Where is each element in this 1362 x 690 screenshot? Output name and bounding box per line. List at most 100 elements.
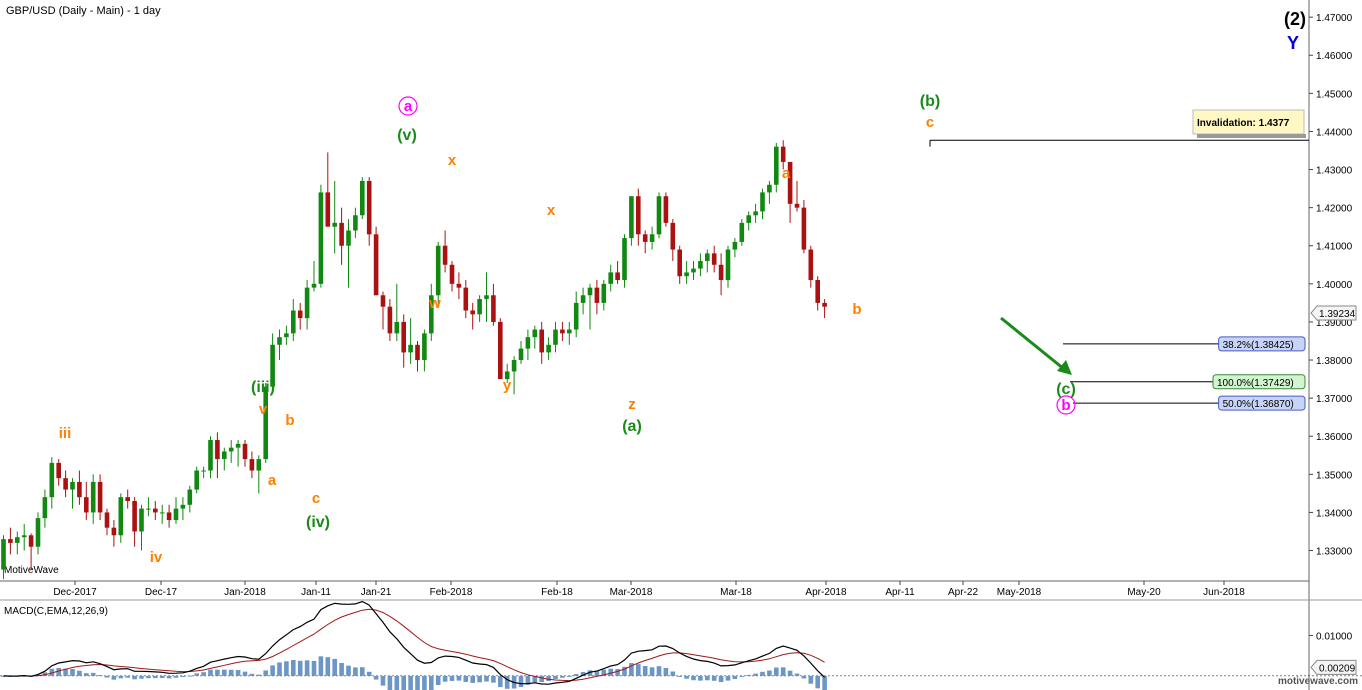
projection-arrow-shaft	[1000, 316, 1065, 371]
macd-hist-bar	[732, 675, 738, 680]
candle-down	[166, 512, 172, 521]
macd-hist-bar	[256, 674, 262, 676]
candle-down	[677, 249, 682, 277]
candle-up	[311, 283, 317, 288]
macd-hist-bar	[504, 675, 510, 689]
candle-up	[484, 295, 489, 300]
candle-down	[125, 497, 130, 501]
candle-up	[732, 241, 738, 250]
candle-up	[256, 459, 262, 471]
macd-hist-bar	[801, 675, 807, 679]
time-tick-label: Mar-2018	[610, 587, 653, 598]
macd-hist-bar	[49, 668, 55, 676]
time-tick-label: Jun-2018	[1203, 587, 1245, 598]
macd-hist-bar	[132, 675, 137, 680]
macd-hist-bar	[580, 671, 586, 676]
price-tick-label: 1.39000	[1316, 318, 1353, 329]
site-label: motivewave.com	[1277, 676, 1358, 687]
macd-hist-bar	[573, 674, 579, 676]
candle-down	[718, 264, 724, 281]
macd-hist-bar	[601, 669, 607, 676]
candle-up	[139, 508, 144, 532]
candle-down	[366, 180, 372, 235]
candle-up	[553, 329, 558, 345]
candle-up	[304, 287, 310, 319]
macd-hist-bar	[194, 673, 199, 676]
price-tick-label: 1.37000	[1316, 394, 1353, 405]
wave-label: a	[782, 165, 791, 182]
wave-label: (v)	[397, 127, 417, 144]
candle-up	[705, 253, 710, 261]
candle-down	[387, 306, 393, 334]
macd-hist-bar	[346, 665, 351, 676]
macd-hist-bar	[539, 675, 544, 682]
macd-hist-bar	[187, 675, 193, 677]
candle-down	[787, 161, 793, 204]
macd-hist-bar	[366, 671, 372, 676]
macd-hist-bar	[42, 672, 48, 676]
macd-hist-bar	[332, 658, 337, 676]
fib-label: 50.0%(1.36870)	[1223, 399, 1294, 410]
candle-up	[525, 337, 531, 349]
macd-hist-bar	[567, 675, 572, 677]
price-tick-label: 1.40000	[1316, 280, 1353, 291]
candle-down	[539, 329, 544, 353]
fib-box	[1218, 395, 1306, 411]
candle-down	[822, 302, 827, 307]
time-tick-label: Dec-17	[145, 587, 178, 598]
candle-up	[608, 272, 613, 284]
candle-up	[70, 481, 75, 490]
candle-up	[187, 489, 193, 505]
projection-arrow-head	[1057, 360, 1072, 375]
candle-down	[132, 500, 137, 532]
macd-hist-bar	[767, 670, 772, 676]
macd-hist-bar	[201, 672, 206, 676]
candle-down	[663, 196, 669, 223]
candle-down	[8, 539, 13, 543]
macd-hist-bar	[118, 675, 124, 679]
macd-current-label: 0.00209	[1319, 663, 1356, 674]
price-tick-label: 1.47000	[1316, 13, 1353, 24]
candle-up	[291, 310, 296, 334]
macd-current-box	[1310, 659, 1357, 675]
price-tick-label: 1.46000	[1316, 51, 1353, 62]
macd-hist-bar	[277, 662, 282, 676]
price-tick-label: 1.35000	[1316, 470, 1353, 481]
candle-down	[711, 253, 717, 265]
candle-down	[77, 481, 82, 498]
candle-down	[594, 287, 600, 303]
wave-label: a	[268, 472, 277, 489]
macd-hist-bar	[560, 675, 565, 678]
macd-hist-bar	[304, 660, 310, 676]
candle-down	[636, 196, 641, 235]
price-tick-label: 1.38000	[1316, 356, 1353, 367]
candle-up	[42, 497, 48, 519]
candle-down	[780, 146, 786, 162]
macd-hist-bar	[760, 671, 765, 676]
macd-hist-bar	[684, 675, 689, 679]
wave-label: a	[404, 98, 413, 115]
candle-up	[746, 215, 751, 223]
candle-up	[173, 508, 179, 521]
macd-hist-bar	[553, 675, 558, 679]
macd-hist-bar	[746, 674, 751, 676]
price-tick-label: 1.36000	[1316, 432, 1353, 443]
macd-hist-bar	[153, 675, 158, 679]
macd-line	[3, 600, 826, 685]
macd-hist-bar	[325, 657, 331, 676]
macd-hist-bar	[429, 675, 434, 690]
macd-hist-bar	[394, 675, 400, 690]
candle-up	[504, 371, 510, 380]
macd-hist-bar	[125, 675, 130, 678]
candle-up	[1, 539, 6, 570]
macd-hist-bar	[808, 675, 814, 684]
macd-hist-bar	[415, 675, 420, 690]
candle-up	[332, 222, 337, 227]
macd-hist-bar	[532, 675, 538, 683]
candle-down	[442, 245, 448, 265]
macd-hist-bar	[587, 670, 593, 676]
wave-label: x	[448, 152, 457, 169]
candle-up	[146, 508, 151, 510]
wave-label: b	[852, 301, 861, 318]
